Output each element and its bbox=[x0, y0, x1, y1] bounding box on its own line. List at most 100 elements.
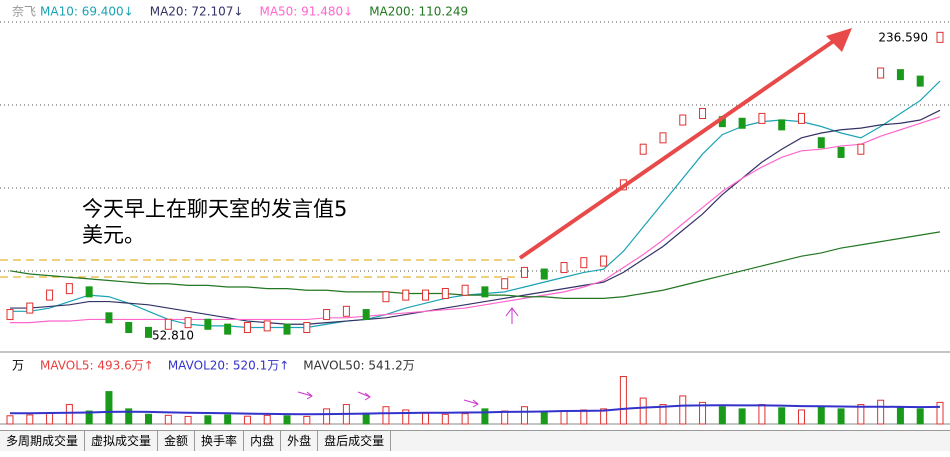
volume-bar bbox=[580, 409, 588, 425]
candle bbox=[26, 302, 34, 314]
annotation: 今天早上在聊天室的发言值5 bbox=[82, 197, 347, 221]
volume-bar bbox=[145, 413, 153, 425]
candle bbox=[204, 318, 212, 330]
candle bbox=[145, 326, 153, 338]
candle bbox=[600, 255, 608, 267]
high-label: 236.590 bbox=[878, 31, 928, 45]
candle bbox=[125, 322, 133, 334]
volume-bar bbox=[323, 408, 331, 425]
volume-bar bbox=[243, 415, 251, 425]
candle bbox=[837, 146, 845, 158]
candle bbox=[184, 317, 192, 329]
candle bbox=[659, 132, 667, 144]
tab[interactable]: 盘后成交量 bbox=[318, 431, 392, 451]
trend-arrow bbox=[518, 36, 840, 260]
volume-bar bbox=[639, 397, 647, 425]
candle bbox=[857, 143, 865, 155]
volume-bar bbox=[560, 410, 568, 425]
marker-arrow bbox=[357, 391, 371, 401]
candle bbox=[283, 323, 291, 335]
mavol-label: MAVOL50: 541.2万 bbox=[303, 359, 414, 373]
candle bbox=[560, 262, 568, 274]
candle bbox=[758, 112, 766, 124]
candle bbox=[402, 289, 410, 301]
volume-bar bbox=[738, 408, 746, 425]
volume-bar bbox=[204, 415, 212, 425]
volume-bar bbox=[679, 395, 687, 425]
volume-bar bbox=[125, 408, 133, 425]
tab[interactable]: 多周期成交量 bbox=[0, 431, 86, 451]
volume-bar bbox=[85, 410, 93, 425]
volume-bar bbox=[46, 412, 54, 425]
candle bbox=[481, 286, 489, 298]
marker-arrow bbox=[463, 399, 479, 408]
ma-line bbox=[10, 109, 941, 325]
candle bbox=[362, 309, 370, 321]
tab[interactable]: 金额 bbox=[158, 431, 196, 451]
candle bbox=[46, 289, 54, 301]
volume-bar bbox=[26, 414, 34, 425]
candle bbox=[263, 320, 271, 332]
candle bbox=[224, 323, 232, 335]
candle bbox=[501, 278, 509, 290]
tab[interactable]: 换手率 bbox=[195, 431, 245, 451]
volume-bar bbox=[619, 375, 627, 425]
candle bbox=[877, 67, 885, 79]
volume-bar bbox=[659, 404, 667, 425]
volume-bar bbox=[857, 404, 865, 425]
volume-bar bbox=[441, 413, 449, 425]
volume-bar bbox=[837, 408, 845, 425]
candle bbox=[679, 114, 687, 126]
tab-bar: 多周期成交量 虚拟成交量 金额 换手率 内盘 外盘 盘后成交量 bbox=[0, 430, 950, 451]
candle bbox=[6, 309, 14, 321]
candle bbox=[105, 312, 113, 324]
volume-bar bbox=[422, 412, 430, 425]
candle bbox=[580, 257, 588, 269]
volume-bar bbox=[362, 412, 370, 425]
volume-bar bbox=[283, 415, 291, 425]
candle bbox=[896, 69, 904, 81]
volume-bar bbox=[817, 406, 825, 425]
candle bbox=[699, 108, 707, 120]
volume-bar bbox=[481, 408, 489, 425]
candle bbox=[936, 31, 944, 43]
stock-name: 奈飞 bbox=[12, 5, 36, 19]
ma-label: MA20: 72.107↓ bbox=[150, 5, 244, 19]
candle bbox=[540, 268, 548, 280]
candle bbox=[65, 283, 73, 295]
tab[interactable]: 虚拟成交量 bbox=[85, 431, 159, 451]
volume-bar bbox=[797, 409, 805, 425]
candle bbox=[85, 286, 93, 298]
volume-bar bbox=[164, 414, 172, 425]
mavol-line bbox=[10, 404, 941, 416]
volume-bar bbox=[461, 413, 469, 425]
candle bbox=[422, 289, 430, 301]
ma-label: MA200: 110.249 bbox=[369, 5, 468, 19]
volume-bar bbox=[916, 408, 924, 425]
volume-bar bbox=[402, 409, 410, 425]
candle bbox=[441, 287, 449, 299]
tab[interactable]: 内盘 bbox=[244, 431, 282, 451]
ma-line bbox=[9, 231, 941, 299]
volume-bar bbox=[718, 406, 726, 425]
tab[interactable]: 外盘 bbox=[281, 431, 319, 451]
marker-arrow bbox=[505, 307, 519, 324]
candle bbox=[303, 322, 311, 334]
volume-bar bbox=[382, 406, 390, 425]
low-label: 52.810 bbox=[152, 328, 194, 342]
volume-bar bbox=[520, 406, 528, 425]
volume-bar bbox=[263, 414, 271, 425]
volume-bar bbox=[758, 404, 766, 425]
volume-bar bbox=[184, 415, 192, 425]
volume-bar bbox=[600, 408, 608, 425]
candle bbox=[778, 119, 786, 131]
candle bbox=[797, 112, 805, 124]
candle bbox=[738, 117, 746, 129]
ma-label: MA50: 91.480↓ bbox=[259, 5, 353, 19]
candle bbox=[639, 143, 647, 155]
candle bbox=[342, 305, 350, 317]
volume-bar bbox=[936, 401, 944, 425]
volume-bar bbox=[303, 415, 311, 425]
volume-unit: 万 bbox=[12, 359, 24, 373]
